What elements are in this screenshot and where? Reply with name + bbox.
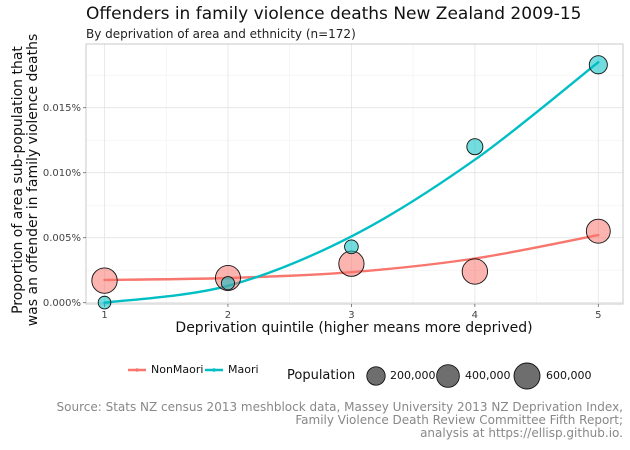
- color-legend: [128, 368, 223, 372]
- y-tick-label: 0.010%: [43, 168, 81, 179]
- plot-panel: [85, 43, 624, 305]
- caption-line-1: Source: Stats NZ census 2013 meshblock d…: [56, 400, 623, 414]
- point-nonmaori: [91, 267, 118, 294]
- legend-key-dot-maori: [212, 368, 216, 372]
- chart-title: Offenders in family violence deaths New …: [86, 4, 582, 24]
- legend-size-label-1: 200,000: [390, 369, 436, 382]
- chart-subtitle: By deprivation of area and ethnicity (n=…: [86, 27, 356, 41]
- chart-caption: Source: Stats NZ census 2013 meshblock d…: [57, 401, 623, 440]
- x-tick-label: 3: [348, 310, 354, 321]
- caption-line-3: analysis at https://ellisp.github.io.: [420, 426, 623, 440]
- point-maori: [466, 138, 484, 156]
- y-axis-label-line-1: Proportion of area sub-population that: [10, 46, 26, 314]
- point-nonmaori: [461, 258, 489, 285]
- x-tick-label: 2: [225, 310, 231, 321]
- legend-size-circle: [366, 366, 386, 386]
- y-tick-label: 0.015%: [43, 103, 81, 114]
- x-tick-label: 4: [472, 310, 478, 321]
- legend-size-label-2: 400,000: [465, 369, 511, 382]
- gridlines: [86, 44, 623, 304]
- legend-key-dot-nonmaori: [135, 368, 139, 372]
- legend-size-circle: [436, 364, 460, 388]
- y-tick-label: 0.005%: [43, 233, 81, 244]
- point-maori: [344, 239, 359, 255]
- y-axis-ticks: 0.000% 0.005% 0.010% 0.015%: [43, 103, 86, 309]
- point-nonmaori: [338, 250, 365, 277]
- legend-label-nonmaori: NonMaori: [151, 363, 204, 376]
- x-tick-label: 1: [101, 310, 107, 321]
- trend-line-maori: [103, 61, 600, 304]
- x-axis-ticks: 1 2 3 4 5: [101, 304, 601, 321]
- point-nonmaori: [585, 218, 611, 244]
- point-maori: [220, 276, 236, 291]
- legend-label-maori: Maori: [228, 363, 259, 376]
- legend-size-circle: [513, 362, 541, 390]
- caption-line-2: Family Violence Death Review Committee F…: [295, 413, 623, 427]
- legend-size-label-3: 600,000: [546, 369, 592, 382]
- x-tick-label: 5: [595, 310, 601, 321]
- y-tick-label: 0.000%: [43, 298, 81, 309]
- x-axis-label: Deprivation quintile (higher means more …: [175, 320, 533, 336]
- y-axis-label: Proportion of area sub-population that w…: [10, 33, 41, 327]
- legend-title-population: Population: [287, 368, 356, 383]
- point-maori: [97, 295, 112, 310]
- data-points: [91, 55, 611, 310]
- y-axis-label-line-2: was an offender in family violence death…: [25, 33, 41, 327]
- size-legend: [366, 362, 541, 390]
- point-maori: [588, 55, 608, 75]
